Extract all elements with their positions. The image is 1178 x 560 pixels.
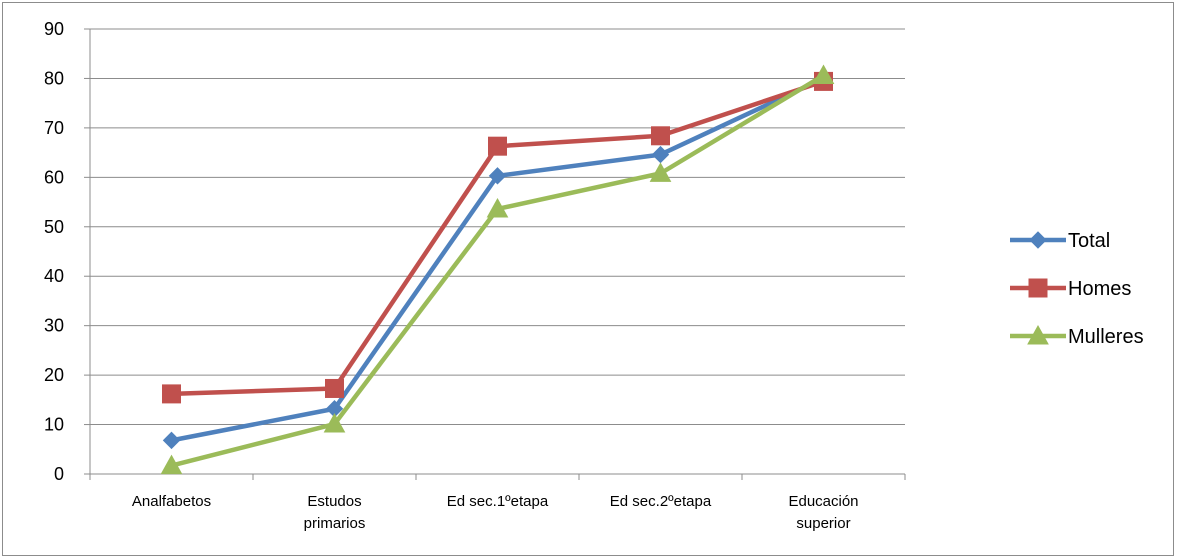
x-tick-label: Educación superior: [788, 493, 858, 532]
x-tick-label: Estudos primarios: [304, 493, 366, 532]
y-tick-label: 50: [44, 217, 64, 237]
y-tick-label: 70: [44, 118, 64, 138]
y-tick-label: 90: [44, 19, 64, 39]
x-tick-label: Analfabetos: [132, 493, 211, 510]
y-tick-label: 40: [44, 266, 64, 286]
data-point-total: [651, 145, 670, 164]
data-point-homes: [162, 384, 181, 404]
y-tick-label: 0: [54, 464, 64, 484]
data-point-homes: [325, 378, 344, 398]
data-point-mulleres: [323, 413, 346, 433]
x-tick-label: Ed sec.2ºetapa: [610, 493, 712, 510]
data-point-mulleres: [812, 64, 835, 84]
legend-marker-total: [1029, 231, 1047, 249]
data-point-homes: [488, 136, 507, 156]
y-tick-label: 20: [44, 365, 64, 385]
data-point-total: [162, 431, 181, 450]
data-point-mulleres: [486, 197, 509, 218]
legend-marker-mulleres: [1027, 324, 1049, 345]
data-point-homes: [651, 126, 670, 146]
data-point-mulleres: [160, 454, 183, 475]
legend-label-total: Total: [1068, 230, 1110, 252]
legend-label-mulleres: Mulleres: [1068, 326, 1144, 348]
y-tick-label: 30: [44, 316, 64, 336]
data-point-total: [488, 167, 507, 185]
series-line-mulleres: [170, 73, 825, 468]
data-point-mulleres: [649, 162, 672, 182]
legend-marker-homes: [1028, 278, 1048, 298]
legend-label-homes: Homes: [1068, 278, 1131, 300]
y-tick-label: 80: [44, 68, 64, 88]
y-tick-label: 60: [44, 167, 64, 187]
y-tick-label: 10: [44, 415, 64, 435]
x-tick-label: Ed sec.1ºetapa: [447, 493, 549, 510]
